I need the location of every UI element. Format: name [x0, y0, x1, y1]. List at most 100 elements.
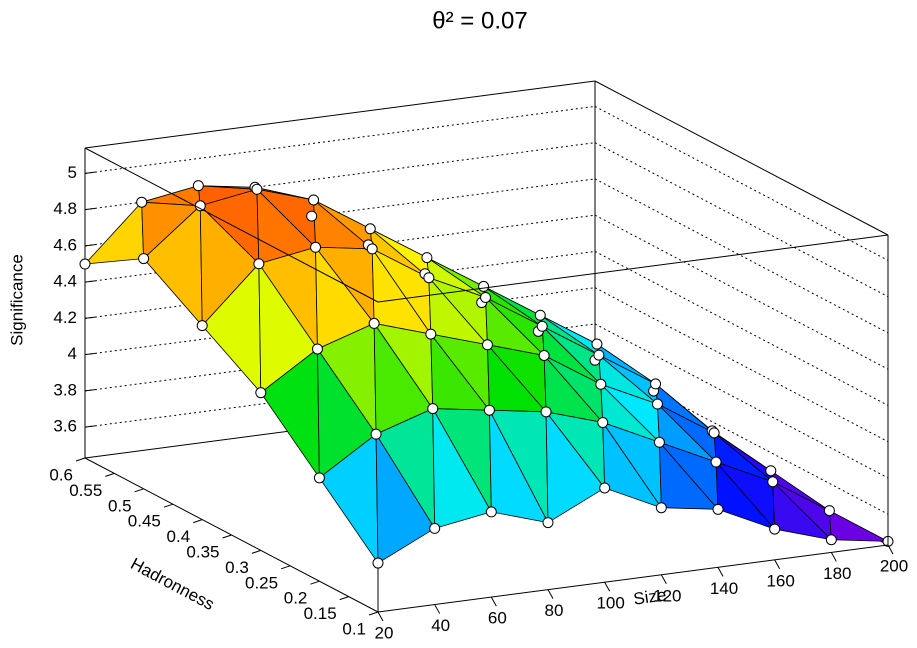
grid-line — [594, 178, 889, 334]
z-tick — [84, 316, 96, 319]
data-point — [540, 406, 552, 418]
y-tick — [193, 519, 203, 524]
grid-line — [594, 250, 889, 406]
data-point — [372, 557, 384, 569]
x-tick — [830, 552, 837, 562]
data-point — [542, 517, 554, 529]
surface-facet — [84, 201, 145, 265]
grid-line — [594, 214, 889, 370]
z-tick-label: 4.8 — [53, 199, 77, 218]
grid-line — [84, 323, 596, 392]
y-tick — [251, 549, 261, 554]
data-point — [536, 320, 548, 332]
x-tick-label: 80 — [545, 601, 564, 620]
data-point — [825, 534, 837, 546]
x-axis-title: Size — [632, 585, 667, 608]
data-point — [364, 223, 376, 235]
x-tick-label: 60 — [488, 609, 507, 628]
data-point — [481, 339, 493, 351]
data-point — [429, 522, 441, 534]
surface-facet — [602, 421, 663, 509]
data-point — [421, 252, 433, 264]
data-point — [194, 200, 206, 212]
data-point — [310, 241, 322, 253]
y-axis-title: Hadronness — [128, 554, 218, 614]
y-tick-label: 0.5 — [108, 496, 132, 515]
y-tick — [310, 580, 320, 585]
y-tick-label: 0.1 — [342, 619, 366, 638]
x-tick — [547, 589, 554, 599]
y-tick-label: 0.3 — [225, 558, 249, 577]
x-tick-label: 160 — [766, 571, 794, 590]
data-point — [538, 349, 550, 361]
grid-line — [594, 142, 889, 298]
y-tick-label: 0.55 — [69, 481, 102, 500]
grid-line — [594, 105, 889, 261]
surface-facet — [489, 410, 549, 524]
surface-facet — [375, 432, 436, 564]
x-tick-label: 20 — [375, 623, 394, 642]
data-point — [483, 404, 495, 416]
y-tick-label: 0.4 — [167, 527, 191, 546]
x-tick — [604, 581, 611, 592]
data-point — [651, 398, 663, 410]
surface-facet — [313, 199, 374, 250]
surface-facet — [828, 509, 889, 542]
y-tick — [75, 457, 86, 462]
z-tick-label: 4.4 — [53, 272, 77, 291]
surface-facet — [772, 480, 833, 541]
surface-facet — [432, 408, 492, 529]
x-tick-label: 140 — [710, 579, 738, 598]
z-tick — [84, 280, 96, 283]
grid-line — [84, 359, 596, 428]
data-point — [765, 465, 777, 477]
y-tick-label: 0.25 — [245, 573, 278, 592]
y-tick — [134, 488, 144, 493]
data-point — [255, 387, 267, 399]
z-tick-label: 4 — [68, 344, 77, 363]
data-point — [534, 309, 546, 321]
grid-line — [84, 287, 596, 356]
data-point — [769, 523, 781, 535]
data-point — [253, 258, 265, 270]
z-axis-title: Significance — [7, 254, 26, 346]
x-tick — [660, 574, 667, 585]
data-point — [655, 502, 667, 514]
x-tick-label: 40 — [431, 616, 450, 635]
frame-edge — [377, 234, 889, 303]
z-tick-label: 3.6 — [53, 417, 77, 436]
data-point — [368, 317, 380, 329]
grid-line — [84, 105, 596, 174]
data-point — [591, 338, 603, 350]
data-point — [251, 183, 263, 195]
data-point — [593, 349, 605, 361]
x-tick — [887, 544, 894, 555]
z-tick-label: 4.2 — [53, 308, 77, 327]
data-point — [427, 403, 439, 415]
data-point — [308, 194, 320, 206]
x-tick-label: 100 — [596, 594, 624, 613]
data-point — [138, 253, 150, 265]
data-point — [370, 428, 382, 440]
y-tick — [222, 534, 232, 539]
y-tick-label: 0.45 — [128, 512, 161, 531]
z-tick — [84, 352, 96, 356]
chart-title: θ² = 0.07 — [432, 7, 527, 34]
y-tick-label: 0.35 — [186, 542, 219, 561]
frame-edge — [84, 147, 379, 303]
data-point — [485, 506, 497, 518]
frame-edge — [377, 544, 889, 613]
z-tick — [84, 425, 96, 428]
data-point — [823, 505, 835, 517]
surface-facet — [545, 410, 606, 524]
data-point — [366, 243, 378, 255]
data-point — [650, 378, 662, 390]
data-point — [599, 482, 611, 494]
data-point — [712, 503, 724, 515]
x-tick — [774, 559, 781, 570]
grid-line — [84, 250, 596, 319]
grid-line — [594, 323, 889, 479]
data-point — [196, 320, 208, 332]
data-point — [767, 476, 779, 488]
